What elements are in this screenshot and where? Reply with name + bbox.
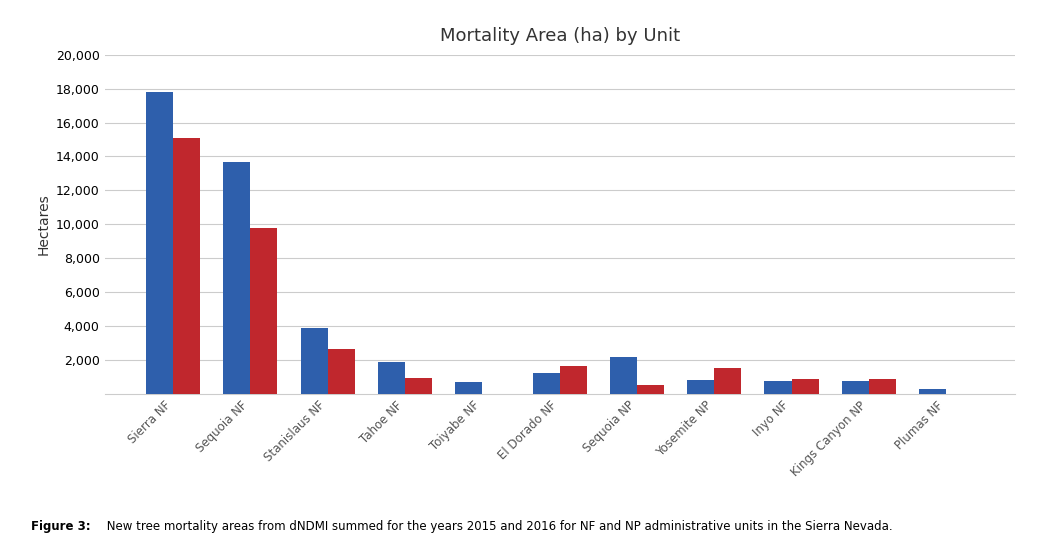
Bar: [327, 349, 355, 394]
Bar: [687, 380, 714, 394]
Y-axis label: Hectares: Hectares: [37, 194, 50, 255]
Bar: [792, 379, 819, 394]
Bar: [610, 357, 637, 394]
Bar: [869, 379, 896, 394]
Bar: [300, 328, 327, 394]
Bar: [532, 374, 560, 394]
Bar: [405, 378, 432, 394]
Bar: [842, 381, 869, 394]
Bar: [765, 381, 792, 394]
Bar: [223, 161, 250, 394]
Bar: [714, 368, 742, 394]
Text: New tree mortality areas from dNDMI summed for the years 2015 and 2016 for NF an: New tree mortality areas from dNDMI summ…: [103, 520, 892, 533]
Bar: [637, 385, 664, 394]
Bar: [146, 92, 173, 394]
Bar: [455, 382, 482, 394]
Bar: [919, 389, 947, 394]
Bar: [250, 228, 277, 394]
Bar: [173, 138, 200, 394]
Bar: [378, 363, 405, 394]
Text: Figure 3:: Figure 3:: [31, 520, 91, 533]
Bar: [560, 366, 587, 394]
Title: Mortality Area (ha) by Unit: Mortality Area (ha) by Unit: [439, 27, 680, 45]
